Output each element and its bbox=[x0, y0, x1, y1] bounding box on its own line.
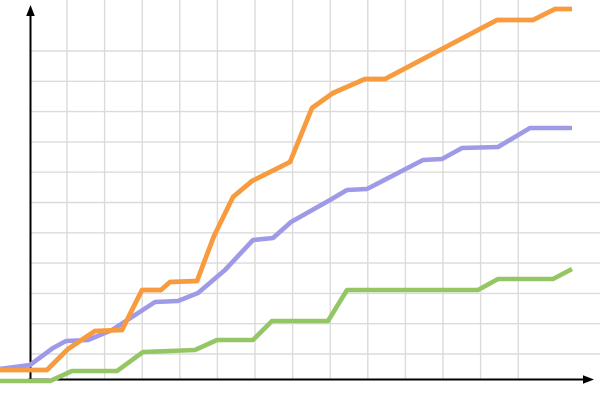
x-axis-arrowhead bbox=[583, 375, 594, 384]
series-orange-line bbox=[0, 6, 572, 373]
series-lines bbox=[0, 6, 574, 384]
series-green-line bbox=[0, 266, 574, 384]
y-axis-arrowhead bbox=[26, 5, 35, 16]
grid bbox=[30, 0, 600, 380]
axes bbox=[26, 5, 594, 384]
